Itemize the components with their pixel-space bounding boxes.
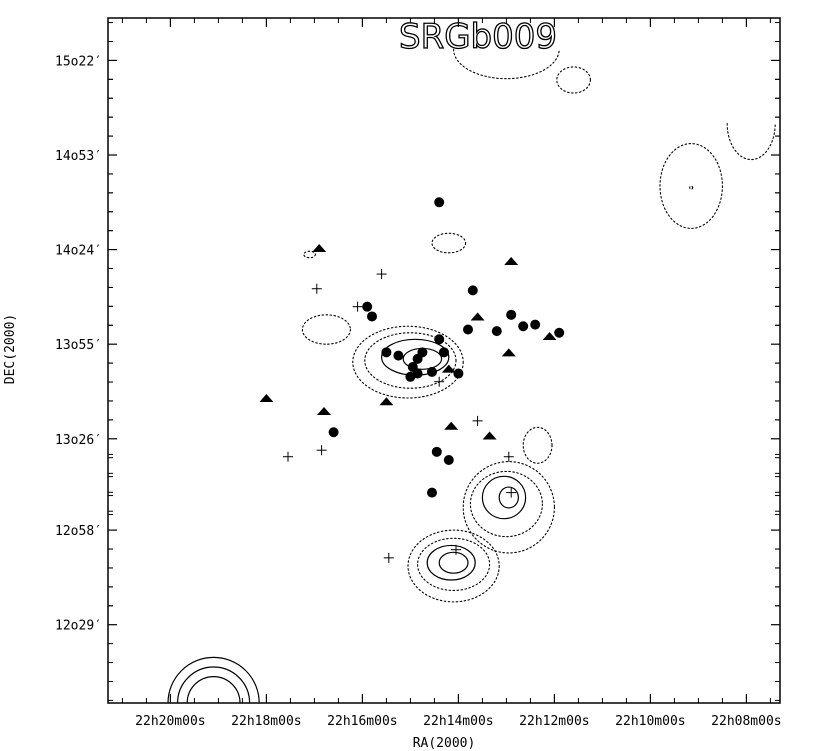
dotted-contour-arc [453,48,560,80]
source-point-circle [328,427,339,438]
source-point-triangle [379,397,394,406]
dotted-contour [303,250,316,259]
x-tick-label: 22h16m00s [327,714,397,729]
dotted-contour-arc [726,123,776,161]
solid-contour-arc [186,676,241,704]
y-tick-label: 13o55′ [55,338,102,353]
y-tick-label: 12o29′ [55,619,102,634]
dotted-contour [556,66,591,94]
y-tick-label: 12o58′ [55,524,102,539]
source-point-plus [316,445,327,456]
y-tick-label: 15o22′ [55,54,102,69]
source-point-circle [427,366,437,377]
source-point-circle [381,347,392,358]
x-axis-title: RA(2000) [413,736,476,751]
source-markers [259,197,565,563]
x-tick-label: 22h18m00s [231,714,301,729]
solid-contour [438,551,469,574]
source-point-triangle [444,421,459,430]
source-point-circle [443,454,454,465]
source-point-triangle [482,431,497,440]
source-point-circle [367,311,377,322]
x-tick-label: 22h20m00s [135,714,205,729]
source-point-circle [412,353,423,364]
source-point-circle [506,309,517,320]
dotted-contour [407,529,500,603]
source-point-circle [491,326,502,337]
solid-contour [481,475,527,520]
source-point-plus [434,376,445,387]
dotted-contour [431,232,467,254]
plot-frame [107,17,781,704]
y-tick-label: 14o24′ [55,244,102,259]
source-point-plus [451,544,461,555]
source-point-triangle [504,257,519,266]
flux-contours [167,48,776,704]
solid-contour [498,486,519,509]
x-tick-label: 22h14m00s [423,714,493,729]
dotted-contour [469,470,543,538]
source-point-circle [393,350,404,361]
solid-contour [426,544,476,581]
source-point-circle [463,324,473,335]
dotted-contour [689,185,694,190]
dotted-contour [352,325,464,399]
source-point-circle [439,347,449,358]
source-point-triangle [312,243,327,252]
source-point-plus [352,301,363,312]
source-point-circle [453,368,464,379]
source-point-plus [376,269,387,280]
dotted-contour [364,332,457,389]
x-tick-label: 22h12m00s [519,714,589,729]
y-tick-label: 14o53′ [55,149,102,164]
source-point-triangle [441,364,456,373]
y-tick-label: 13o26′ [55,433,102,448]
source-point-plus [506,487,517,498]
source-point-circle [434,197,445,208]
dotted-contour [462,461,555,554]
source-point-circle [530,319,541,330]
y-axis-title: DEC(2000) [3,314,18,384]
source-point-triangle [470,312,485,321]
solid-contour-arc [177,666,251,704]
dotted-contour [659,143,723,229]
source-point-triangle [317,407,331,416]
chart-title: SRGb009 [399,17,557,57]
dotted-contour [417,537,491,592]
x-tick-label: 22h08m00s [711,714,781,729]
source-point-circle [434,334,445,345]
source-point-circle [518,321,529,332]
source-point-circle [431,446,442,457]
source-point-circle [405,371,416,382]
solid-contour-arc [167,656,260,704]
x-tick-label: 22h10m00s [615,714,685,729]
dotted-contour [522,426,553,464]
source-point-triangle [501,348,516,357]
source-point-circle [467,285,478,296]
dotted-contour [301,314,351,345]
source-point-triangle [542,332,557,341]
source-point-circle [362,301,373,312]
source-point-triangle [259,394,274,403]
source-point-plus [472,415,483,426]
source-point-plus [283,451,293,462]
source-point-plus [383,552,394,563]
source-point-plus [311,283,322,294]
source-point-circle [427,487,437,498]
source-point-plus [503,451,514,462]
source-point-circle [554,327,565,338]
